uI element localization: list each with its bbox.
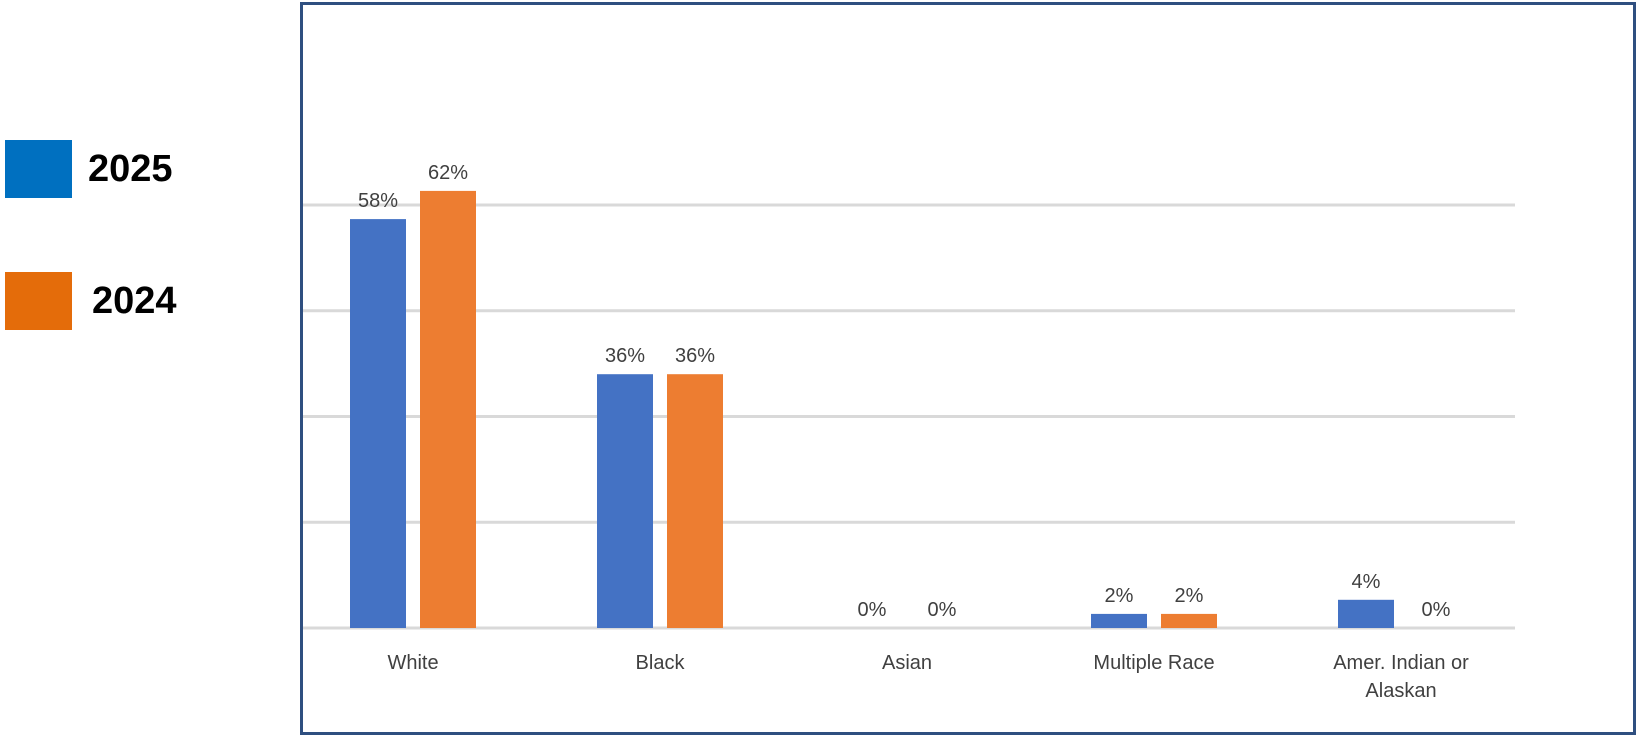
data-label-2025-2: 0% bbox=[858, 599, 887, 621]
bar-2025-4 bbox=[1338, 600, 1394, 628]
legend-label-2024: 2024 bbox=[92, 280, 177, 323]
data-label-2025-3: 2% bbox=[1105, 585, 1134, 607]
bar-2024-3 bbox=[1161, 614, 1217, 628]
data-label-2024-4: 0% bbox=[1422, 599, 1451, 621]
category-label-4: Amer. Indian or Alaskan bbox=[1333, 652, 1469, 702]
category-label-2: Asian bbox=[882, 652, 932, 674]
data-label-2025-4: 4% bbox=[1352, 571, 1381, 593]
chart-frame: 58% 62% White 36% 36% Black 0% 0% Asian 2% 2% Multi… bbox=[300, 2, 1636, 735]
data-label-2024-2: 0% bbox=[928, 599, 957, 621]
category-label-3: Multiple Race bbox=[1093, 652, 1214, 674]
category-label-1: Black bbox=[636, 652, 686, 674]
legend: 2025 2024 bbox=[0, 0, 280, 741]
data-label-2024-0: 62% bbox=[428, 162, 468, 184]
bar-chart: 58% 62% White 36% 36% Black 0% 0% Asian 2% 2% Multi… bbox=[303, 5, 1633, 732]
bar-2024-0 bbox=[420, 191, 476, 628]
legend-swatch-2024 bbox=[5, 272, 72, 330]
bar-2025-0 bbox=[350, 219, 406, 628]
bar-2024-1 bbox=[667, 374, 723, 628]
data-label-2024-3: 2% bbox=[1175, 585, 1204, 607]
bar-2025-1 bbox=[597, 374, 653, 628]
category-label-0: White bbox=[387, 652, 438, 674]
data-label-2025-1: 36% bbox=[605, 345, 645, 367]
legend-label-2025: 2025 bbox=[88, 148, 173, 191]
legend-swatch-2025 bbox=[5, 140, 72, 198]
data-label-2024-1: 36% bbox=[675, 345, 715, 367]
bar-2025-3 bbox=[1091, 614, 1147, 628]
data-label-2025-0: 58% bbox=[358, 190, 398, 212]
